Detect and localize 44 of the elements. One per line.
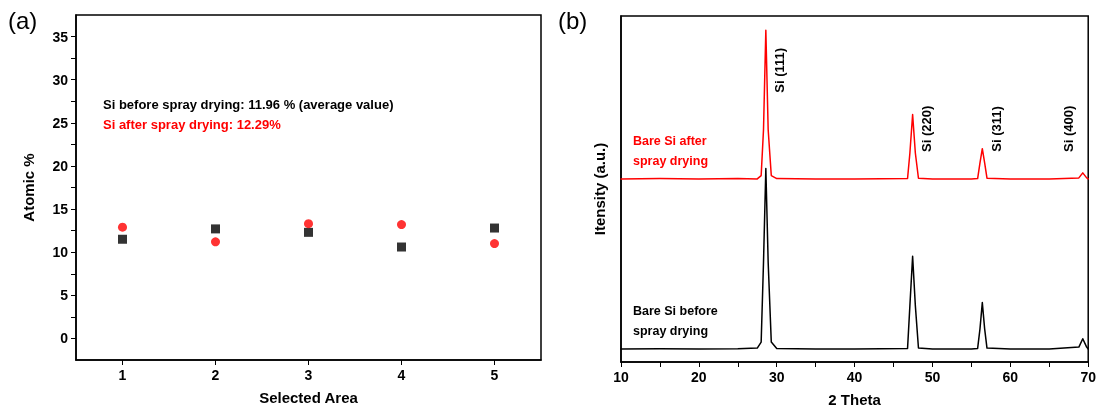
point	[304, 227, 313, 237]
chart-title: (b)	[558, 6, 588, 34]
annotation: Si (111)	[772, 47, 788, 93]
point	[397, 220, 406, 230]
x-tick-label: 40	[846, 369, 863, 385]
series-label: Bare Si before spray drying	[633, 304, 722, 339]
x-tick-label: 5	[490, 367, 499, 383]
point	[211, 224, 220, 234]
y-axis-title: Atomic %	[20, 153, 37, 222]
x-tick-label: 50	[924, 369, 941, 385]
y-axis-title: Itensity (a.u.)	[591, 142, 608, 236]
y-tick-label: 10	[52, 244, 69, 261]
y-tick-label: 5	[60, 287, 69, 304]
point	[211, 237, 220, 247]
x-tick-label: 2	[211, 367, 220, 383]
x-tick-label: 10	[613, 369, 629, 385]
annotation: Si (400)	[1061, 105, 1077, 153]
x-tick-label: 70	[1080, 369, 1097, 385]
point	[490, 223, 499, 233]
point	[397, 242, 406, 252]
point	[304, 219, 313, 229]
x-tick-label: 20	[691, 369, 707, 385]
annotation: Si after spray drying: 12.29%	[103, 117, 282, 132]
annotation: Si (311)	[988, 106, 1004, 152]
x-axis-title: 2 Theta	[828, 391, 882, 408]
chart-title: (a)	[8, 6, 38, 34]
y-tick-label: 25	[52, 114, 69, 131]
y-tick-label: 20	[52, 157, 69, 174]
point	[118, 222, 127, 232]
x-axis-title: Selected Area	[259, 389, 359, 406]
x-tick-label: 1	[118, 367, 127, 383]
annotation: Si before spray drying: 11.96 % (average value)	[103, 97, 394, 112]
y-tick-label: 35	[52, 28, 69, 45]
x-tick-label: 60	[1002, 369, 1019, 385]
series-label: Bare Si after spray drying	[633, 133, 711, 168]
x-tick-label: 3	[304, 367, 313, 383]
x-tick-label: 4	[397, 367, 406, 383]
y-tick-label: 15	[52, 201, 69, 218]
point	[490, 239, 499, 249]
x-tick-label: 30	[768, 369, 785, 385]
y-tick-label: 30	[52, 71, 69, 88]
point	[118, 234, 127, 244]
annotation: Si (220)	[919, 105, 935, 153]
y-tick-label: 0	[60, 330, 69, 347]
